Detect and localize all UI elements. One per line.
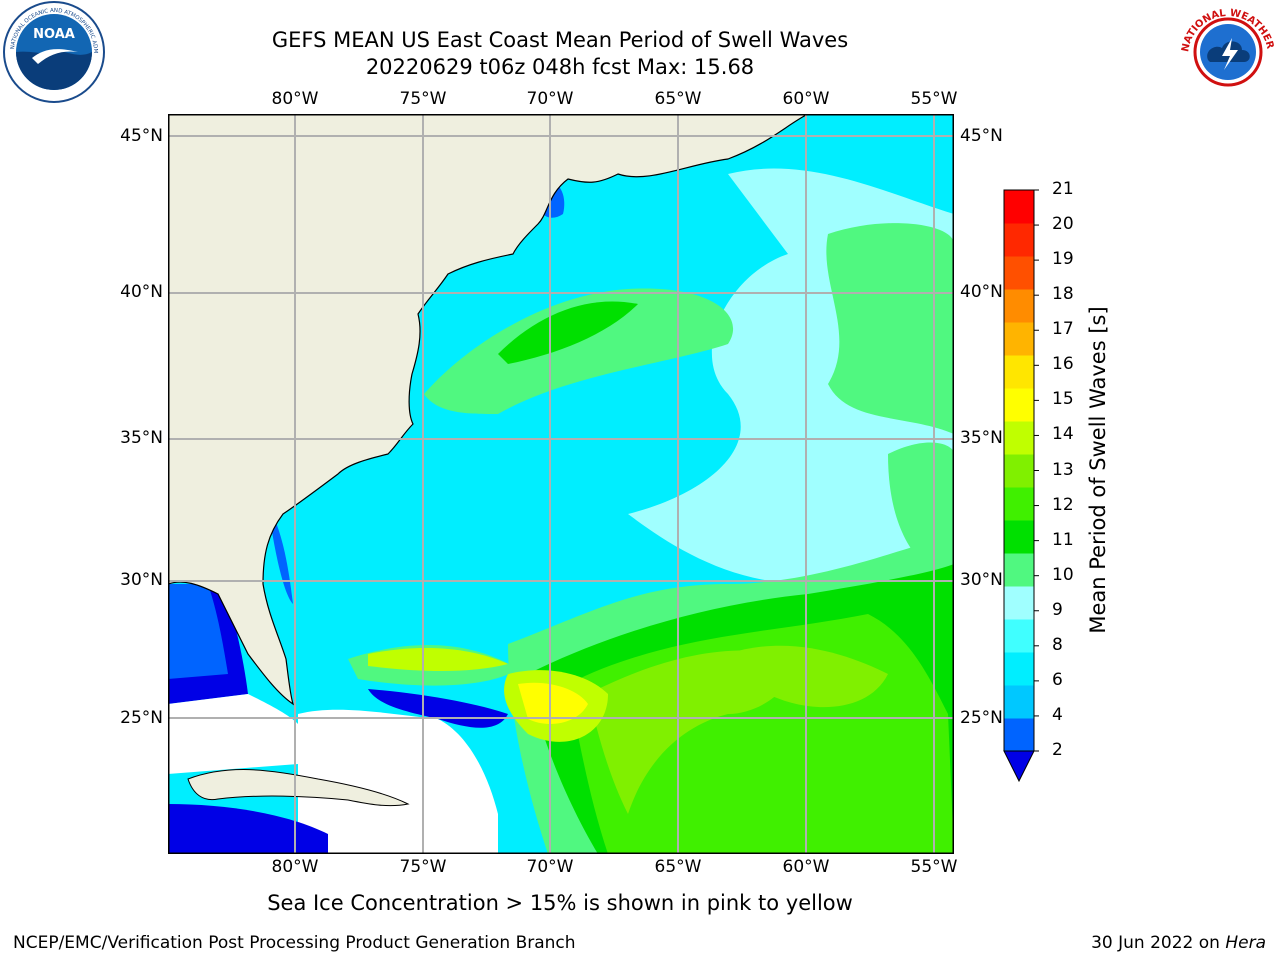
- contour-12s-south: [588, 650, 794, 814]
- colorbar-bin: [1004, 223, 1034, 257]
- colorbar-tick-label: 2: [1052, 740, 1063, 760]
- graticule: [168, 114, 954, 854]
- colorbar-arrow: [1003, 750, 1035, 783]
- lat-label-left: 35°N: [120, 428, 163, 448]
- colorbar-bin: [1004, 619, 1034, 653]
- colorbar-bin: [1004, 487, 1034, 521]
- colorbar-bin: [1004, 520, 1034, 554]
- title-line-2: 20220629 t06z 048h fcst Max: 15.68: [365, 55, 755, 79]
- credit-line: NCEP/EMC/Verification Post Processing Pr…: [13, 933, 576, 953]
- colorbar-tick-label: 13: [1052, 459, 1074, 480]
- lat-label-right: 35°N: [960, 428, 1003, 448]
- lat-label-right: 25°N: [960, 708, 1003, 728]
- lat-label-left: 45°N: [120, 126, 163, 146]
- lat-label-left: 40°N: [120, 282, 163, 302]
- colorbar-bin: [1004, 586, 1034, 620]
- lon-label-bottom: 60°W: [782, 857, 830, 877]
- colorbar-bin: [1004, 652, 1034, 686]
- colorbar-tick-label: 19: [1052, 249, 1074, 270]
- colorbar-tick-label: 4: [1052, 704, 1063, 725]
- colorbar-tick-label: 14: [1052, 424, 1074, 445]
- lon-label-top: 60°W: [782, 89, 830, 109]
- lon-label-bottom: 70°W: [526, 857, 574, 877]
- colorbar-tick-label: 21: [1052, 179, 1074, 199]
- lat-label-right: 45°N: [960, 126, 1003, 146]
- colorbar-tick-label: 8: [1052, 634, 1063, 655]
- run-date-text: 30 Jun 2022 on: [1091, 933, 1220, 953]
- land-cuba: [187, 769, 410, 807]
- colorbar-bin: [1004, 289, 1034, 323]
- colorbar-bin: [1004, 553, 1034, 587]
- land-us-east-coast: [168, 114, 808, 704]
- contour-12s-east: [728, 645, 888, 708]
- lon-label-bottom: 75°W: [399, 857, 447, 877]
- contour-9s-band: [424, 288, 734, 414]
- colorbar-bin: [1004, 718, 1034, 752]
- contour-2s-caribbean: [168, 804, 328, 854]
- colorbar-tick-label: 15: [1052, 389, 1074, 410]
- lon-label-bottom: 65°W: [654, 857, 702, 877]
- lon-label-top: 70°W: [526, 89, 574, 109]
- colorbar-bin: [1004, 454, 1034, 488]
- lon-label-top: 55°W: [910, 89, 958, 109]
- contour-9s-east: [826, 223, 954, 434]
- colorbar-bin: [1004, 256, 1034, 290]
- nws-logo: NATIONAL WEATHER SERVICE: [1176, 0, 1278, 102]
- contour-14s-core: [518, 682, 588, 724]
- colorbar-title: Mean Period of Swell Waves [s]: [1086, 306, 1110, 634]
- colorbar-tick-label: 20: [1052, 214, 1074, 235]
- run-date: 30 Jun 2022 on Hera: [1091, 933, 1266, 953]
- colorbar-tick-label: 17: [1052, 319, 1074, 340]
- colorbar-bin: [1004, 355, 1034, 389]
- colorbar-tick-label: 12: [1052, 494, 1074, 515]
- footnote: Sea Ice Concentration > 15% is shown in …: [267, 891, 853, 915]
- run-host: Hera: [1225, 933, 1266, 953]
- title-line-1: GEFS MEAN US East Coast Mean Period of S…: [271, 28, 849, 52]
- colorbar-bin: [1004, 322, 1034, 356]
- contour-4s-gulf: [168, 584, 228, 679]
- coastline: [168, 114, 809, 706]
- lon-label-bottom: 55°W: [910, 857, 958, 877]
- colorbar-bin: [1004, 685, 1034, 719]
- lon-label-top: 65°W: [654, 89, 702, 109]
- colorbar-bin: [1004, 190, 1034, 224]
- noaa-logo-text: NOAA: [33, 27, 75, 42]
- lat-label-left: 25°N: [120, 708, 163, 728]
- lon-label-top: 75°W: [399, 89, 447, 109]
- lat-label-left: 30°N: [120, 570, 163, 590]
- colorbar-tick-label: 16: [1052, 354, 1074, 375]
- colorbar-tick-label: 10: [1052, 564, 1074, 585]
- colorbar-bin: [1004, 421, 1034, 455]
- noaa-logo: NOAA NATIONAL OCEANIC AND ATMOSPHERIC AD…: [2, 0, 105, 103]
- contour-12s-bahamas: [368, 648, 508, 671]
- no-data-bahamas: [298, 709, 498, 854]
- lon-label-bottom: 80°W: [271, 857, 319, 877]
- lat-label-right: 30°N: [960, 570, 1003, 590]
- contour-10s-band: [498, 301, 638, 364]
- lon-label-top: 80°W: [271, 89, 319, 109]
- colorbar-tick-label: 11: [1052, 529, 1074, 550]
- colorbar-tick-label: 9: [1052, 599, 1063, 620]
- colorbar-tick-label: 6: [1052, 669, 1063, 690]
- colorbar: [1003, 189, 1039, 783]
- colorbar-tick-label: 18: [1052, 284, 1074, 305]
- no-data-gulf: [168, 694, 298, 774]
- lat-label-right: 40°N: [960, 282, 1003, 302]
- swell-period-map: [168, 114, 954, 854]
- colorbar-bin: [1004, 388, 1034, 422]
